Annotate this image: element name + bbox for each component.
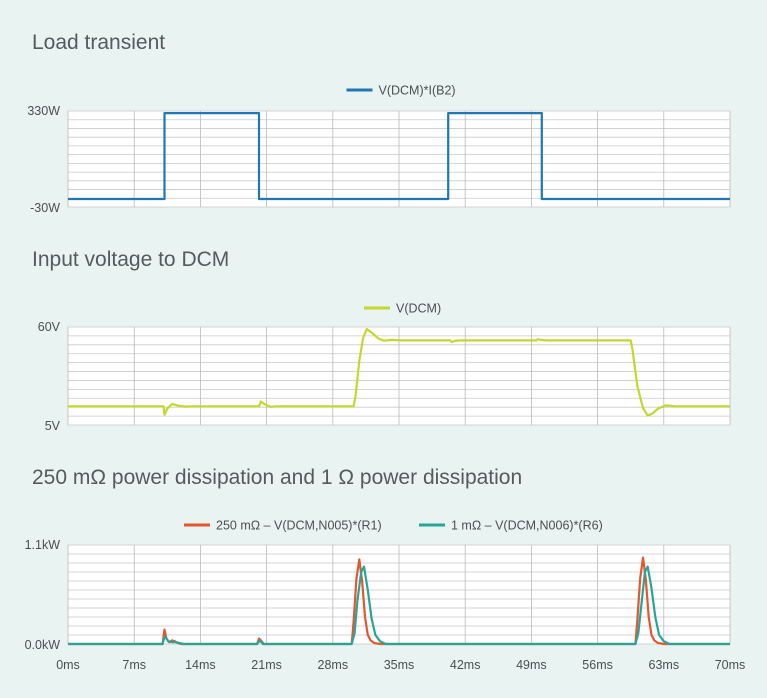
legend-entry: 1 mΩ – V(DCM,N006)*(R6) (419, 519, 603, 533)
legend-label: V(DCM)*I(B2) (379, 84, 456, 98)
legend-label: 250 mΩ – V(DCM,N005)*(R1) (216, 519, 382, 533)
y-tick-label: 5V (45, 419, 61, 433)
x-tick-label: 21ms (251, 658, 282, 672)
x-tick-label: 28ms (318, 658, 349, 672)
x-tick-label: 42ms (450, 658, 481, 672)
chart-title-power-dissipation: 250 mΩ power dissipation and 1 Ω power d… (32, 466, 523, 489)
x-tick-label: 35ms (384, 658, 415, 672)
legend-entry: V(DCM) (364, 302, 441, 316)
legend-label: V(DCM) (396, 302, 441, 316)
legend-entry: 250 mΩ – V(DCM,N005)*(R1) (184, 519, 382, 533)
chart-dissipation: 1.1kW 0.0kW 0ms 7ms 14ms 21ms 28ms 35ms 42ms 49ms… (25, 519, 746, 673)
y-tick-label: 330W (27, 104, 60, 118)
y-tick-label: 1.1kW (25, 538, 61, 552)
chart-voltage: 60V 5V V(DCM) (38, 302, 731, 433)
chart-title-input-voltage: Input voltage to DCM (32, 248, 230, 271)
series-line-1 (68, 111, 730, 201)
chart-title-load-transient: Load transient (32, 31, 166, 54)
series-line-1 (68, 327, 730, 417)
x-tick-label: 7ms (122, 658, 146, 672)
y-tick-label: 0.0kW (25, 638, 61, 652)
legend-label: 1 mΩ – V(DCM,N006)*(R6) (451, 519, 603, 533)
y-tick-label: 60V (38, 320, 61, 334)
x-tick-label: 63ms (649, 658, 680, 672)
x-tick-label: 0ms (56, 658, 80, 672)
y-tick-label: -30W (30, 201, 60, 215)
x-tick-label: 49ms (516, 658, 547, 672)
x-tick-label: 14ms (185, 658, 216, 672)
x-tick-label: 56ms (582, 658, 613, 672)
x-tick-label: 70ms (715, 658, 746, 672)
chart-load: 330W -30W V(DCM)*I(B2) (27, 84, 731, 215)
legend-entry: V(DCM)*I(B2) (346, 84, 456, 98)
series-line-2 (68, 565, 730, 646)
